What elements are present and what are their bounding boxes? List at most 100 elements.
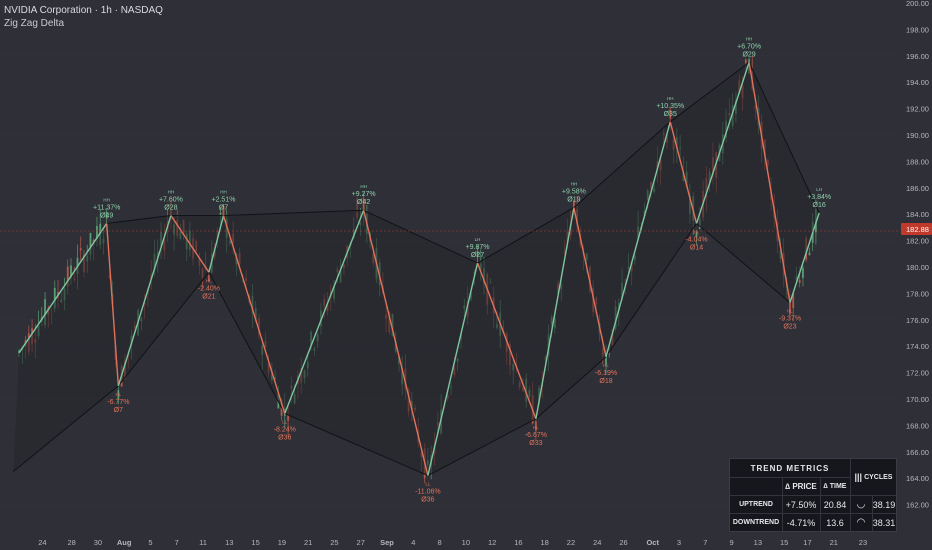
divider [730, 495, 896, 496]
candle-body [222, 205, 225, 219]
downtrend-time: 13.6 [826, 517, 844, 528]
candle-body [808, 252, 811, 255]
pivot-type-label: HL [787, 309, 793, 314]
time-tick-label: 24 [593, 538, 601, 547]
uptrend-label: UPTREND [739, 501, 773, 508]
time-axis[interactable] [0, 534, 932, 550]
indicator-name[interactable]: Zig Zag Delta [4, 18, 65, 29]
price-tick-label: 164.00 [906, 474, 929, 483]
pivot-bars-label: Ø49 [100, 212, 113, 219]
time-tick-label: 3 [677, 538, 681, 547]
time-tick-label: 27 [357, 538, 365, 547]
zigzag-up-segment [605, 121, 671, 357]
candle-body [802, 267, 804, 278]
pivot-type-label: LL [282, 420, 288, 425]
price-tick-label: 180.00 [906, 263, 929, 272]
time-tick-label: 16 [514, 538, 522, 547]
price-tag-box [901, 222, 932, 235]
price-tick-label: 190.00 [906, 131, 929, 140]
pivot-type-label: HH [571, 182, 578, 187]
candle-body [105, 211, 108, 219]
candle-body [362, 198, 365, 213]
pivot-type-label: LL [425, 482, 431, 487]
zigzag-down-segment [669, 121, 698, 224]
pivot-bars-label: Ø7 [114, 407, 123, 414]
price-axis[interactable] [900, 0, 932, 550]
price-tick-label: 172.00 [906, 369, 929, 378]
pivot-type-label: HH [360, 184, 367, 189]
delta-time-header: ∆ TIME [823, 483, 847, 490]
price-tick-label: 196.00 [906, 52, 929, 61]
pivot-percent-label: -9.37% [779, 316, 801, 323]
pivot-type-label: HH [103, 197, 110, 202]
price-tick-label: 186.00 [906, 184, 929, 193]
zigzag-channel-lines [12, 61, 820, 477]
candle-body [608, 353, 611, 354]
divider [820, 477, 821, 531]
channel-fill [13, 62, 820, 476]
time-tick-label: 22 [567, 538, 575, 547]
pivot-type-label: LH [816, 187, 822, 192]
candle-body [695, 232, 698, 238]
pivot-percent-label: -11.06% [415, 489, 441, 496]
price-tick-label: 166.00 [906, 448, 929, 457]
time-tick-label: 15 [251, 538, 259, 547]
candle-body [792, 293, 795, 309]
pivot-bars-label: Ø42 [357, 199, 370, 206]
zigzag-lines [18, 62, 820, 476]
divider [782, 477, 783, 531]
price-tick-label: 174.00 [906, 342, 929, 351]
time-tick-label: 28 [67, 538, 75, 547]
symbol-title[interactable]: NVIDIA Corporation · 1h · NASDAQ [4, 5, 163, 16]
pivot-type-label: HH [746, 36, 753, 41]
divider [730, 513, 896, 514]
time-tick-label: 10 [462, 538, 470, 547]
time-tick-label: 13 [225, 538, 233, 547]
pivot-percent-label: -6.19% [595, 370, 617, 377]
candle-body [117, 390, 120, 400]
zigzag-up-segment [789, 212, 820, 303]
pivot-bars-label: Ø35 [664, 111, 677, 118]
price-tag-label: 182.88 [906, 225, 929, 234]
time-tick-label: 13 [754, 538, 762, 547]
time-tick-label: 21 [830, 538, 838, 547]
cycles-header: ||| CYCLES [854, 472, 893, 482]
zigzag-down-segment [476, 262, 537, 420]
downtrend-cycle-icon: ◠ [856, 517, 866, 528]
time-tick-label: 24 [38, 538, 46, 547]
candle-body [669, 109, 672, 119]
pivot-type-label: HL [533, 425, 539, 430]
candle-body [287, 415, 289, 421]
pivot-percent-label: +2.51% [212, 197, 236, 204]
pivot-bars-label: Ø21 [202, 293, 215, 300]
candle-body [535, 421, 537, 431]
pivot-percent-label: -4.04% [685, 236, 707, 243]
price-tick-label: 200.00 [906, 0, 929, 8]
candle-body [70, 265, 72, 279]
candle-body [744, 59, 747, 63]
zigzag-down-segment [170, 215, 210, 273]
pivot-labels: HH+11.37%Ø49HL-6.77%Ø7HH+7.60%Ø28HL-2.40… [93, 36, 831, 503]
candle-body [798, 279, 801, 283]
pivot-bars-label: Ø27 [471, 252, 484, 259]
time-tick-label: 19 [278, 538, 286, 547]
pivot-percent-label: +9.27% [352, 191, 376, 198]
price-tick-label: 176.00 [906, 316, 929, 325]
divider [730, 477, 850, 478]
time-tick-label: 30 [94, 538, 102, 547]
time-tick-label: 5 [148, 538, 152, 547]
time-tick-label: 11 [199, 538, 207, 547]
time-tick-label: 8 [437, 538, 441, 547]
zigzag-up-segment [208, 215, 225, 273]
metrics-title: TREND METRICS [750, 463, 830, 473]
time-tick-label: 9 [729, 538, 733, 547]
pivot-percent-label: -6.77% [107, 399, 129, 406]
candle-body [53, 287, 56, 309]
pivot-percent-label: +9.87% [466, 244, 490, 251]
downtrend-cycles: 38.31 [872, 517, 896, 528]
price-tick-label: 192.00 [906, 105, 929, 114]
candle-body [605, 355, 607, 365]
uptrend-price: +7.50% [785, 499, 817, 510]
time-tick-label: 7 [175, 538, 179, 547]
